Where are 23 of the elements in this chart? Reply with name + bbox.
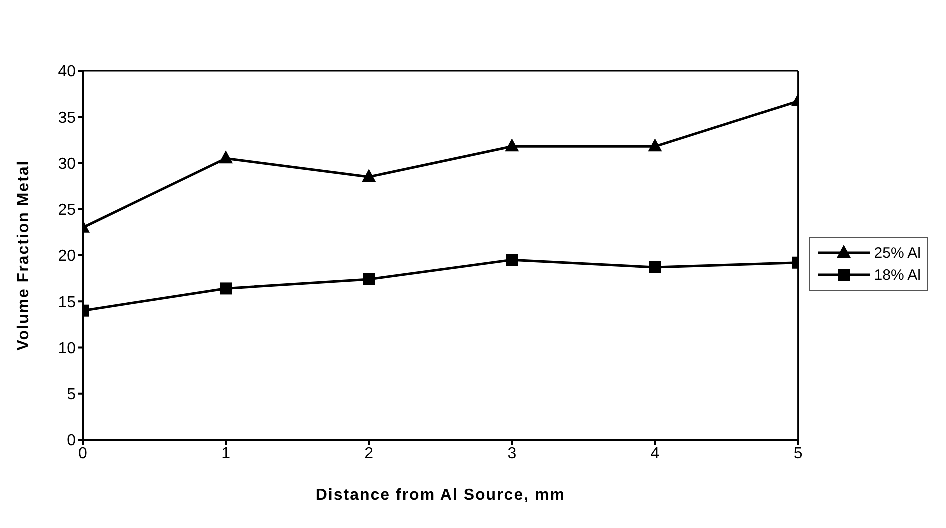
x-tick-label: 5 (794, 445, 803, 462)
y-tick-label: 15 (58, 294, 76, 312)
x-axis-title: Distance from Al Source, mm (316, 487, 566, 504)
y-tick-label: 35 (58, 110, 76, 127)
x-tick-label: 4 (650, 445, 660, 462)
x-tick-label: 2 (364, 445, 374, 462)
legend-label: 18% Al (874, 266, 921, 284)
y-axis-title: Volume Fraction Metal (16, 160, 33, 351)
x-tick-label: 3 (508, 445, 517, 462)
y-tick-label: 30 (58, 156, 76, 173)
y-tick-label: 20 (58, 248, 76, 266)
point (362, 169, 376, 182)
y-tick-label: 0 (67, 432, 76, 450)
y-tick-label: 5 (67, 386, 76, 404)
y-tick-label: 10 (58, 340, 76, 358)
legend-label: 25% Al (874, 244, 921, 262)
y-tick-label: 40 (58, 64, 76, 81)
point (506, 254, 518, 266)
point (363, 273, 376, 286)
x-tick-label: 0 (78, 445, 88, 462)
point (505, 138, 520, 152)
y-tick-label: 25 (58, 202, 76, 220)
x-tick-label: 1 (222, 445, 231, 462)
